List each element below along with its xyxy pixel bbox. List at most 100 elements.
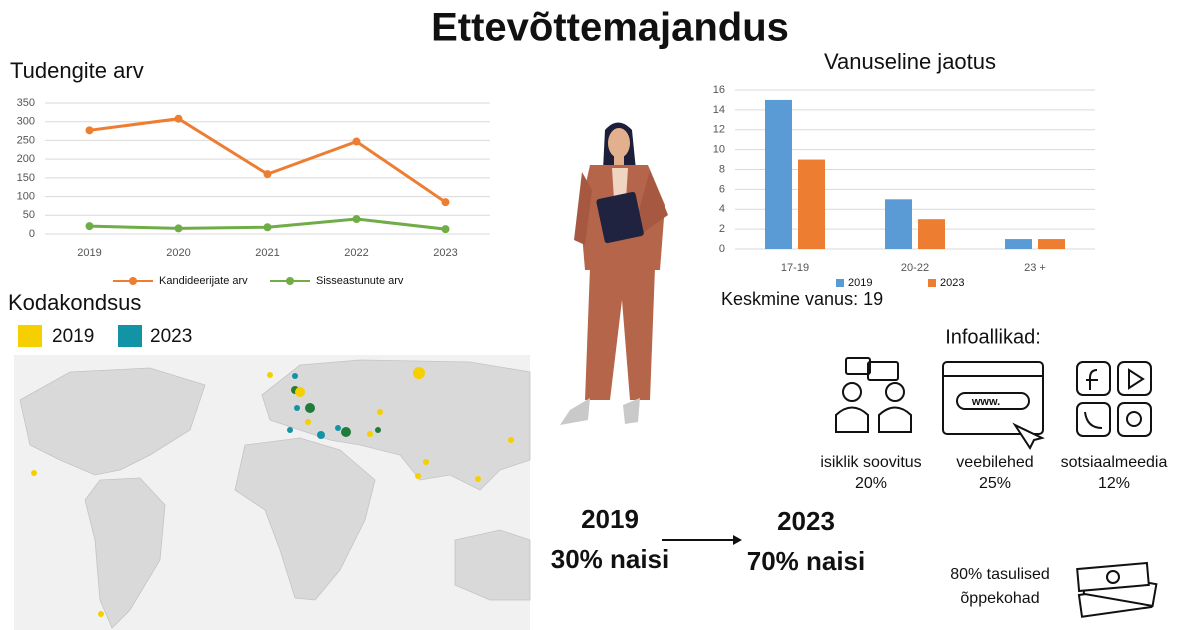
source-value: 12% xyxy=(1098,475,1130,492)
legend-swatch xyxy=(928,279,936,287)
legend-label: Sisseastunute arv xyxy=(316,275,404,287)
y-tick-label: 250 xyxy=(17,134,35,146)
bar xyxy=(885,199,912,249)
gender-year: 2019 xyxy=(581,504,639,534)
map-dot xyxy=(98,611,104,617)
map-dot xyxy=(367,431,373,437)
legend-label: 2019 xyxy=(52,326,94,347)
gender-arrow xyxy=(662,535,742,545)
y-tick-label: 0 xyxy=(29,228,35,240)
world-map xyxy=(14,355,531,630)
bar xyxy=(1038,239,1065,249)
eurasia xyxy=(261,359,531,491)
gender-share: 70% naisi xyxy=(747,546,866,576)
legend-label: Kandideerijate arv xyxy=(159,275,248,287)
y-tick-label: 14 xyxy=(713,104,725,116)
legend-swatch xyxy=(836,279,844,287)
y-tick-label: 12 xyxy=(713,124,725,136)
y-tick-label: 4 xyxy=(719,203,725,215)
africa xyxy=(234,437,376,601)
x-tick-label: 23 + xyxy=(1024,262,1046,274)
north-america xyxy=(19,367,206,476)
source-label: veebilehed xyxy=(956,454,1033,471)
social-icon xyxy=(1076,361,1152,437)
marker xyxy=(85,222,94,231)
y-tick-label: 300 xyxy=(17,116,35,128)
legend-label: 2023 xyxy=(150,326,192,347)
y-tick-label: 200 xyxy=(17,153,35,165)
marker xyxy=(263,170,272,179)
page-title: Ettevõttemajandus xyxy=(431,6,789,50)
x-tick-label: 2023 xyxy=(433,247,457,259)
legend-swatch xyxy=(118,325,142,347)
y-tick-label: 150 xyxy=(17,172,35,184)
map-dot xyxy=(423,459,429,465)
south-america xyxy=(84,477,166,629)
bar xyxy=(798,159,825,249)
x-tick-label: 17-19 xyxy=(781,262,809,274)
x-tick-label: 2020 xyxy=(166,247,190,259)
marker xyxy=(85,126,94,135)
chart-title: Tudengite arv xyxy=(10,58,144,83)
y-tick-label: 8 xyxy=(719,163,725,175)
legend-label: 2023 xyxy=(940,277,964,289)
map-dot xyxy=(475,476,481,482)
map-dot xyxy=(292,373,298,379)
map-dot xyxy=(375,427,381,433)
x-tick-label: 2021 xyxy=(255,247,279,259)
marker xyxy=(441,198,450,207)
source-label: isiklik soovitus xyxy=(820,454,921,471)
bar xyxy=(918,219,945,249)
marker xyxy=(441,225,450,234)
legend-marker xyxy=(286,277,294,285)
paid-text: õppekohad xyxy=(960,590,1039,607)
source-label: sotsiaalmeedia xyxy=(1061,454,1168,471)
y-tick-label: 350 xyxy=(17,97,35,109)
x-tick-label: 2022 xyxy=(344,247,368,259)
map-dot xyxy=(287,427,293,433)
marker xyxy=(352,137,361,146)
icon-text: www. xyxy=(971,396,1000,408)
map-dot xyxy=(341,427,351,437)
map-dot xyxy=(413,367,425,379)
legend-marker xyxy=(129,277,137,285)
map-title: Kodakondsus xyxy=(8,290,141,315)
bar xyxy=(1005,239,1032,249)
x-tick-label: 20-22 xyxy=(901,262,929,274)
x-tick-label: 2019 xyxy=(77,247,101,259)
gender-share: 30% naisi xyxy=(551,544,670,574)
map-dot xyxy=(415,473,421,479)
map-dot xyxy=(508,437,514,443)
map-dots xyxy=(31,367,514,617)
marker xyxy=(263,223,272,232)
sources-title: Infoallikad: xyxy=(945,326,1041,348)
bar xyxy=(765,99,792,249)
legend-label: 2019 xyxy=(848,277,872,289)
map-dot xyxy=(295,387,305,397)
woman-illustration xyxy=(560,122,668,425)
map-dot xyxy=(317,431,325,439)
marker xyxy=(174,114,183,123)
map-dot xyxy=(294,405,300,411)
paid-text: 80% tasulised xyxy=(950,566,1050,583)
recommendation-icon xyxy=(835,357,912,433)
y-tick-label: 10 xyxy=(713,144,725,156)
average-age: Keskmine vanus: 19 xyxy=(721,289,883,309)
money-icon xyxy=(1076,561,1158,618)
y-tick-label: 6 xyxy=(719,183,725,195)
map-dot xyxy=(305,403,315,413)
line xyxy=(89,117,447,204)
legend-swatch xyxy=(18,325,42,347)
y-tick-label: 50 xyxy=(23,209,35,221)
marker xyxy=(352,215,361,224)
australia xyxy=(454,529,531,601)
y-tick-label: 0 xyxy=(719,243,725,255)
y-tick-label: 16 xyxy=(713,84,725,96)
map-dot xyxy=(31,470,37,476)
y-tick-label: 2 xyxy=(719,223,725,235)
source-value: 25% xyxy=(979,475,1011,492)
map-dot xyxy=(377,409,383,415)
y-tick-label: 100 xyxy=(17,190,35,202)
marker xyxy=(174,224,183,233)
map-dot xyxy=(267,372,273,378)
